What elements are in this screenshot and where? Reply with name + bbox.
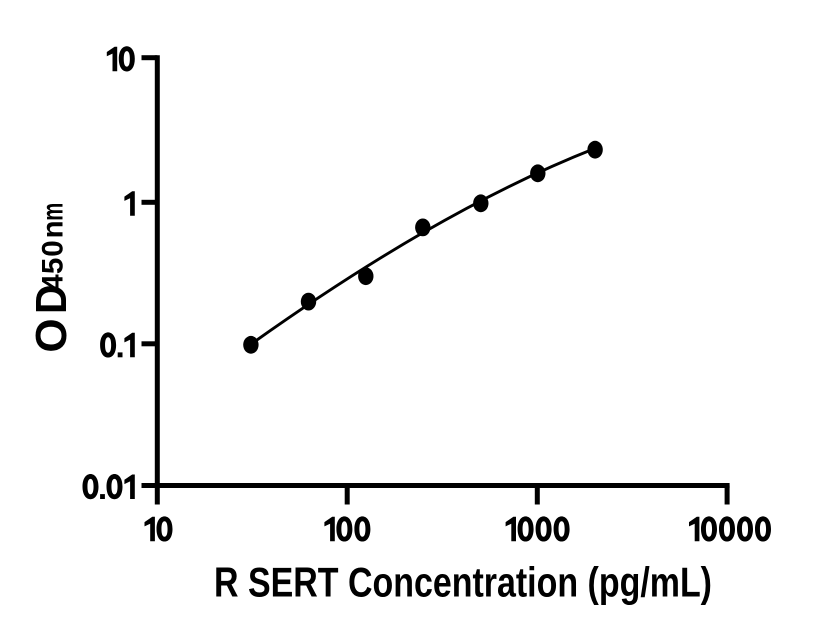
- svg-text:0: 0: [37, 240, 70, 256]
- svg-text:m: m: [37, 203, 70, 221]
- svg-text:5: 5: [37, 258, 70, 274]
- svg-text:n: n: [37, 220, 70, 238]
- svg-text:R SERT Concentration (pg/mL): R SERT Concentration (pg/mL): [214, 558, 712, 605]
- svg-text:4: 4: [37, 274, 70, 291]
- svg-text:O: O: [27, 318, 76, 352]
- svg-text:D: D: [27, 284, 76, 314]
